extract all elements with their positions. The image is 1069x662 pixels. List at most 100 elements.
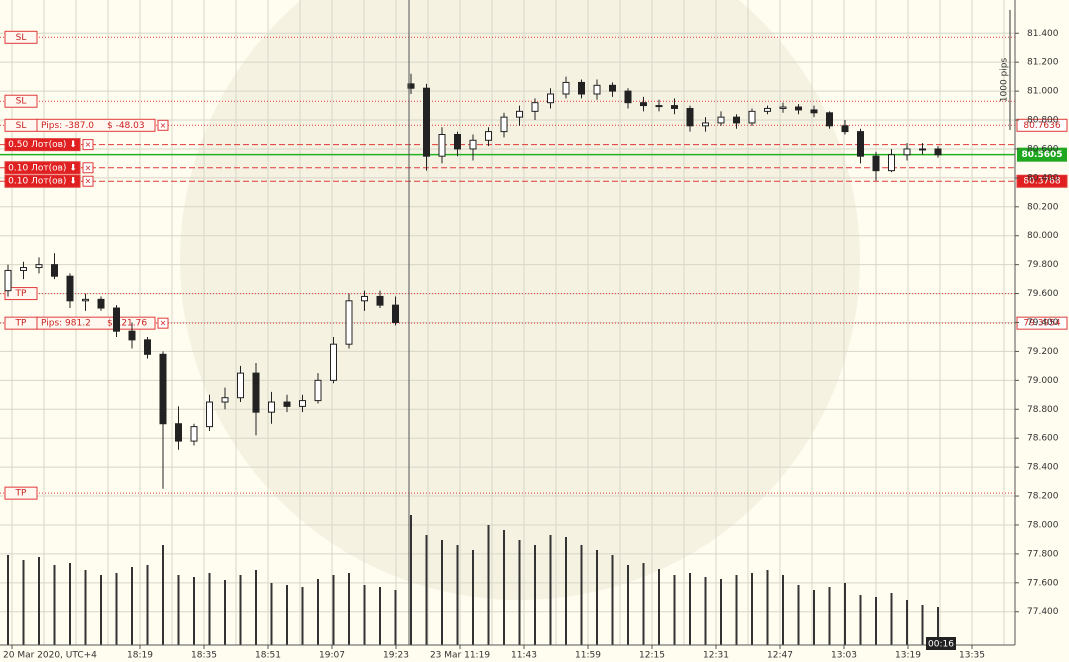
candle-body (206, 401, 213, 428)
level-label: 0.10 Лот(ов) ⬇ (8, 177, 77, 187)
candle-body (686, 107, 694, 127)
volume-bar (704, 577, 707, 645)
y-tick-label: 81.000 (1027, 87, 1059, 97)
price-tag-label: 80.3768 (1023, 177, 1060, 187)
close-button[interactable] (82, 162, 94, 174)
profit-text: $ -48.03 (107, 121, 145, 131)
volume-bar (549, 535, 552, 645)
candle-body (872, 155, 880, 172)
volume-bar (146, 565, 149, 645)
y-tick-label: 80.200 (1027, 202, 1059, 212)
candle-body (376, 295, 384, 306)
x-tick-label: 12:47 (767, 651, 793, 661)
price-tag (1016, 118, 1068, 132)
y-tick-label: 79.400 (1027, 318, 1059, 328)
x-tick-label: 11:59 (575, 651, 601, 661)
close-button[interactable] (157, 119, 169, 131)
pips-box (36, 316, 156, 330)
y-tick-label: 77.800 (1027, 549, 1059, 559)
y-tick-label: 80.600 (1027, 144, 1059, 154)
volume-bar (937, 607, 939, 645)
close-button[interactable] (82, 139, 94, 151)
y-tick-label: 78.800 (1027, 405, 1059, 415)
volume-bar (193, 577, 195, 645)
watermark (180, 0, 860, 600)
volume-bar (534, 545, 536, 645)
x-tick-label: 13:19 (895, 651, 921, 661)
close-x: × (85, 163, 92, 172)
volume-bar (673, 575, 676, 645)
volume-bar (875, 597, 877, 645)
volume-bar (658, 569, 660, 645)
candle-body (66, 275, 74, 302)
y-tick-label: 80.000 (1027, 231, 1059, 241)
volume-bar (38, 557, 40, 645)
volume-bar (131, 567, 133, 645)
volume-bar (890, 593, 893, 645)
x-tick-label: 23 Mar 11:19 (430, 651, 490, 661)
y-tick-label: 80.400 (1027, 173, 1059, 183)
candle-body (733, 116, 740, 124)
candle-body (175, 423, 182, 442)
volume-bar (270, 583, 273, 645)
candle-body (717, 116, 725, 124)
level-label: SL (16, 121, 27, 131)
candle-body (392, 304, 399, 324)
level-label: 0.50 Лот(ов) ⬇ (8, 140, 77, 150)
volume-bar (456, 545, 459, 645)
volume-bar (84, 570, 87, 645)
volume-bar (642, 563, 645, 645)
candle-body (128, 330, 136, 341)
close-x: × (160, 121, 167, 130)
candle-body (531, 102, 539, 112)
level-label-box (4, 161, 81, 175)
volume-bar (425, 535, 428, 645)
volume-bar (611, 555, 614, 645)
volume-bar (782, 575, 784, 645)
volume-bar (394, 590, 397, 645)
volume-bar (162, 545, 164, 645)
countdown: 00:16 (928, 640, 954, 650)
current-price-label: 80.5605 (1022, 150, 1063, 160)
close-button[interactable] (157, 317, 169, 329)
volume-bar (487, 525, 490, 645)
x-tick-label: 12:31 (703, 651, 729, 661)
candle-body (4, 269, 12, 292)
close-x: × (85, 177, 92, 186)
y-tick-label: 79.800 (1027, 260, 1059, 270)
price-tag-label: 79.3954 (1023, 319, 1060, 329)
close-button[interactable] (82, 175, 94, 187)
volume-bar (766, 570, 769, 645)
candle-body (454, 133, 461, 150)
candle-body (547, 93, 554, 104)
y-tick-label: 79.000 (1027, 376, 1059, 386)
x-tick-label: 12:15 (639, 651, 665, 661)
x-tick-label: 18:19 (127, 651, 153, 661)
close-x: × (85, 140, 92, 149)
volume-bar (844, 583, 846, 645)
y-tick-label: 78.600 (1027, 434, 1059, 444)
y-tick-label: 81.200 (1027, 58, 1059, 68)
volume-bar (332, 575, 335, 645)
candle-body (779, 106, 787, 109)
profit-text: $ 121.76 (107, 319, 147, 329)
candle-body (609, 84, 616, 92)
candle-body (438, 133, 446, 157)
volume-bar (286, 585, 288, 645)
candle-body (144, 339, 151, 355)
candle-body (35, 264, 43, 269)
level-label-box (4, 486, 38, 500)
x-tick-label: 13:35 (959, 651, 985, 661)
candle-body (826, 112, 833, 127)
x-tick-label: 18:35 (191, 651, 217, 661)
candle-body (97, 298, 105, 309)
candle-body (857, 131, 864, 157)
x-tick-label: 11:43 (511, 651, 537, 661)
volume-bar (735, 575, 738, 645)
volume-bar (751, 573, 753, 645)
volume-bar (472, 550, 474, 645)
candle-body (500, 116, 508, 133)
candle-body (159, 353, 167, 425)
pips-box (36, 118, 156, 132)
candle-body (237, 372, 244, 399)
